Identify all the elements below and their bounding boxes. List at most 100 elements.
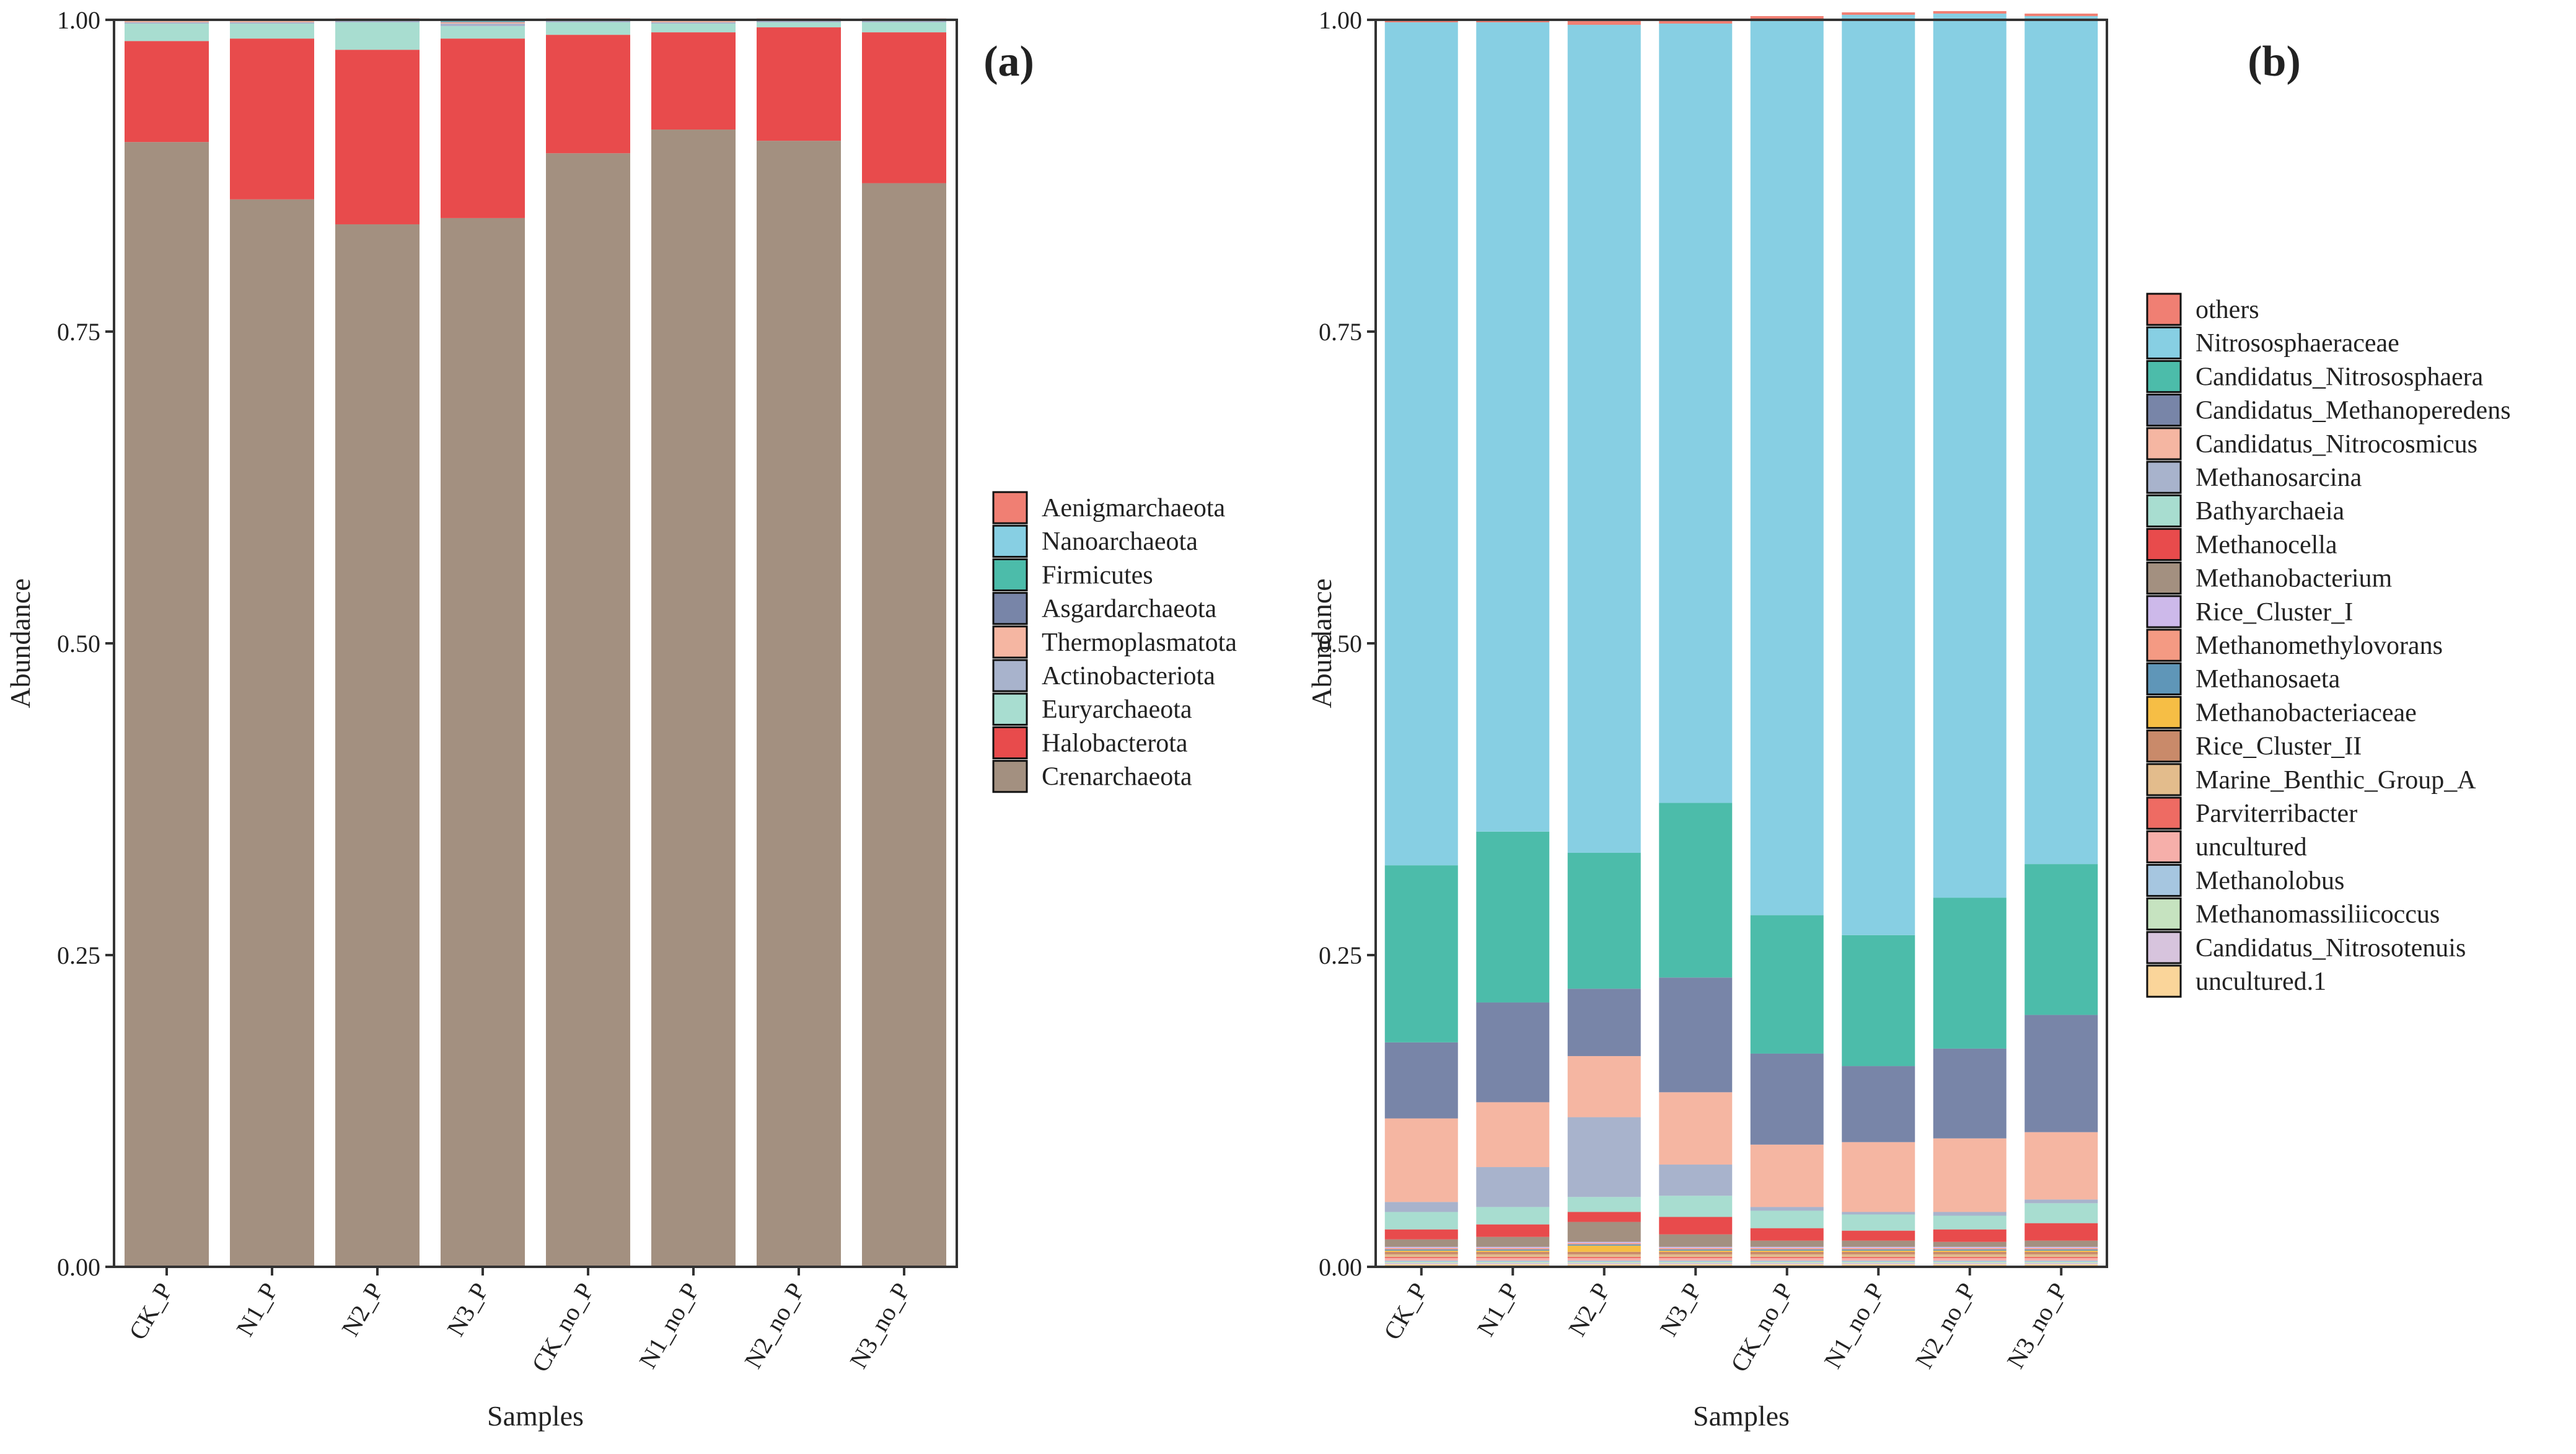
legend-item-methanomassiliicoccus: Methanomassiliicoccus xyxy=(2146,897,2440,931)
legend-label: Rice_Cluster_I xyxy=(2196,598,2353,627)
bar-segment-candidatus-nitrososphaera xyxy=(2024,864,2098,1015)
bar-segment-methanomethylovorans xyxy=(1659,1248,1733,1249)
legend-item-methanosaeta: Methanosaeta xyxy=(2146,662,2341,695)
bar-segment-candidatus-nitrosotenuis xyxy=(1567,1262,1641,1264)
legend-item-methanocella: Methanocella xyxy=(2146,527,2337,562)
bar-segment-methanolobus xyxy=(1750,1260,1824,1262)
bar-segment-candidatus-nitrosotenuis xyxy=(1476,1262,1550,1264)
bar-segment-uncultured-1 xyxy=(2024,1264,2098,1267)
legend-item-others: others xyxy=(2146,293,2259,326)
legend-swatch xyxy=(992,726,1028,760)
panel-b-legend: others Nitrososphaeraceae Candidatus_Nitro… xyxy=(2146,293,2511,998)
bar-segment-others xyxy=(1933,11,2007,14)
bar-segment-methanomassiliicoccus xyxy=(1567,1261,1641,1263)
bar-segment-candidatus-nitrososphaera xyxy=(1659,803,1733,978)
bar-segment-methanolobus xyxy=(1567,1260,1641,1262)
bar-segment-methanobacteriaceae xyxy=(1933,1250,2007,1252)
legend-label: Asgardarchaeota xyxy=(1042,595,1217,623)
bar-segment-candidatus-nitrosotenuis xyxy=(1750,1262,1824,1264)
bar-segment-methanocella xyxy=(1567,1212,1641,1222)
bar-segment-others xyxy=(1476,20,1550,23)
bar-segment-candidatus-nitrososphaera xyxy=(1842,935,1915,1067)
legend-swatch xyxy=(2146,897,2182,931)
bar-segment-others xyxy=(2024,13,2098,16)
legend-swatch xyxy=(2146,527,2182,562)
bar-segment-methanomassiliicoccus xyxy=(1476,1261,1550,1263)
legend-label: Actinobacteriota xyxy=(1042,662,1215,690)
bar-segment-others xyxy=(1659,18,1733,24)
legend-label: Methanomassiliicoccus xyxy=(2196,901,2440,929)
bar-segment-methanosarcina xyxy=(1659,1165,1733,1196)
bar-segment-uncultured xyxy=(1933,1258,2007,1261)
bar-segment-parviterribacter xyxy=(1933,1256,2007,1258)
bar-segment-marine-benthic-group-a xyxy=(1933,1254,2007,1257)
y-tick-label: 0.75 xyxy=(1319,318,1362,346)
bar-segment-rice-cluster-ii xyxy=(1476,1251,1550,1254)
bar-segment-rice-cluster-i xyxy=(1842,1246,1915,1248)
legend-item-firmicutes: Firmicutes xyxy=(992,558,1153,592)
legend-swatch xyxy=(992,524,1028,558)
bar-segment-uncultured xyxy=(1750,1258,1824,1261)
legend-item-asgardarchaeota: Asgardarchaeota xyxy=(992,592,1217,625)
legend-item-methanosarcina: Methanosarcina xyxy=(2146,460,2362,494)
panel-a-bars xyxy=(125,18,946,1267)
legend-item-rice-cluster-ii: Rice_Cluster_II xyxy=(2146,729,2362,763)
bar-segment-uncultured-1 xyxy=(1384,1264,1458,1267)
bar-segment-thermoplasmatota xyxy=(125,21,209,23)
bar-segment-actinobacteriota xyxy=(230,22,314,24)
legend-item-candidatus-methanoperedens: Candidatus_Methanoperedens xyxy=(2146,394,2511,427)
bar-segment-halobacterota xyxy=(651,32,736,130)
legend-label: Candidatus_Nitrosotenuis xyxy=(2196,934,2466,963)
bar-segment-rice-cluster-i xyxy=(2024,1246,2098,1248)
bar-segment-methanosaeta xyxy=(1476,1249,1550,1251)
legend-swatch xyxy=(2146,964,2182,998)
legend-label: Methanolobus xyxy=(2196,866,2344,895)
legend-item-bathyarchaeia: Bathyarchaeia xyxy=(2146,494,2345,527)
bar-segment-candidatus-nitrososphaera xyxy=(1750,915,1824,1054)
bar-segment-methanocella xyxy=(1933,1229,2007,1242)
bar-segment-methanocella xyxy=(1842,1230,1915,1241)
bar-segment-parviterribacter xyxy=(1476,1256,1550,1258)
bar-segment-others xyxy=(1750,15,1824,19)
legend-swatch xyxy=(2146,427,2182,460)
legend-item-rice-cluster-i: Rice_Cluster_I xyxy=(2146,595,2353,628)
bar-segment-marine-benthic-group-a xyxy=(1659,1254,1733,1257)
bar-segment-methanolobus xyxy=(1659,1260,1733,1262)
legend-label: Methanobacterium xyxy=(2196,565,2393,593)
bar-segment-methanomassiliicoccus xyxy=(1750,1261,1824,1263)
bar-segment-crenarchaeota xyxy=(335,224,420,1267)
bar-segment-methanobacterium xyxy=(1750,1240,1824,1247)
bar-segment-parviterribacter xyxy=(1567,1256,1641,1258)
bar-segment-actinobacteriota xyxy=(651,22,736,24)
bar-segment-thermoplasmatota xyxy=(441,22,525,24)
legend-swatch xyxy=(2146,695,2182,729)
bar-segment-methanosaeta xyxy=(1842,1249,1915,1251)
bar-segment-rice-cluster-ii xyxy=(1750,1251,1824,1254)
bar-segment-marine-benthic-group-a xyxy=(1384,1254,1458,1257)
bar-segment-methanomassiliicoccus xyxy=(2024,1261,2098,1263)
bar-segment-euryarchaeota xyxy=(651,24,736,33)
bar-segment-methanobacteriaceae xyxy=(1476,1250,1550,1252)
panel-a-plot-frame xyxy=(113,19,958,1268)
bar-segment-nitrososphaeraceae xyxy=(1842,14,1915,935)
bar-segment-methanosaeta xyxy=(1384,1249,1458,1251)
legend-swatch xyxy=(2146,763,2182,796)
bar-segment-rice-cluster-i xyxy=(1933,1246,2007,1248)
bar-segment-candidatus-nitrocosmicus xyxy=(1476,1102,1550,1168)
bar-segment-candidatus-methanoperedens xyxy=(1384,1042,1458,1119)
bar-segment-methanocella xyxy=(2024,1223,2098,1241)
legend-swatch xyxy=(2146,931,2182,964)
panel-b-y-axis: 0.00 0.25 0.50 0.75 1.00 xyxy=(1319,6,1376,1281)
bar-segment-nitrososphaeraceae xyxy=(1476,22,1550,832)
bar-segment-bathyarchaeia xyxy=(1659,1196,1733,1217)
bar-segment-methanocella xyxy=(1659,1217,1733,1235)
bar-segment-bathyarchaeia xyxy=(1476,1207,1550,1225)
legend-label: Candidatus_Methanoperedens xyxy=(2196,397,2511,425)
legend-label: Rice_Cluster_II xyxy=(2196,733,2362,761)
panel-b-plot-frame xyxy=(1374,19,2108,1268)
bar-segment-methanobacterium xyxy=(1476,1236,1550,1247)
bar-segment-marine-benthic-group-a xyxy=(1750,1254,1824,1257)
bar-segment-methanosaeta xyxy=(1567,1244,1641,1246)
bar-segment-methanolobus xyxy=(1842,1260,1915,1262)
legend-item-uncultured-1: uncultured.1 xyxy=(2146,964,2326,998)
